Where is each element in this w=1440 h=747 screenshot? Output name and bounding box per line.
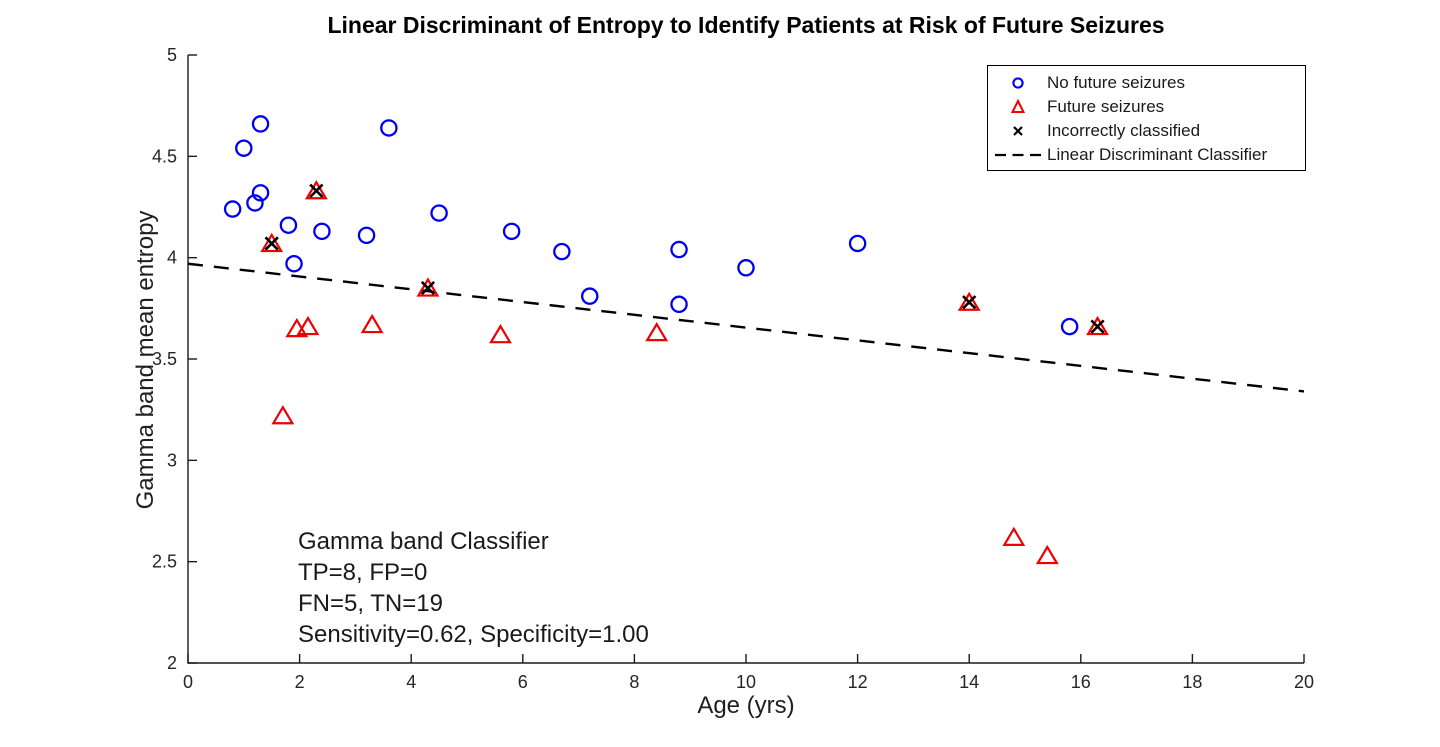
stat-line-classifier-name: Gamma band Classifier	[298, 528, 549, 555]
y-tick-label: 2	[167, 653, 177, 673]
legend-row-future-seizures: Future seizures	[994, 95, 1305, 119]
data-point-triangle	[489, 324, 512, 344]
x-tick-label: 8	[629, 672, 639, 692]
stat-line-sensitivity-specificity: Sensitivity=0.62, Specificity=1.00	[298, 621, 649, 648]
data-point-x	[420, 280, 436, 296]
data-point-triangle	[1086, 315, 1109, 336]
legend: No future seizures Future seizures Incor…	[987, 65, 1306, 171]
data-point-circle	[235, 139, 253, 157]
x-tick-label: 10	[736, 672, 756, 692]
data-point-circle	[285, 254, 303, 273]
data-point-circle	[246, 194, 264, 212]
data-point-circle	[251, 115, 270, 133]
data-point-circle	[502, 222, 521, 241]
data-point-triangle	[1035, 544, 1059, 565]
x-tick-label: 2	[295, 672, 305, 692]
series-incorrectly-classified	[264, 183, 1105, 334]
classifier-line	[187, 262, 1305, 393]
data-point-circle	[279, 216, 298, 234]
x-tick-label: 12	[848, 672, 868, 692]
y-tick-label: 4	[167, 248, 177, 268]
blue-circle-marker-icon	[994, 73, 1042, 93]
y-tick-label: 2.5	[152, 552, 177, 572]
data-point-circle	[357, 226, 376, 245]
data-point-circle	[848, 234, 867, 253]
stat-line-fn-tn: FN=5, TN=19	[298, 590, 443, 617]
legend-row-classifier-line: Linear Discriminant Classifier	[994, 143, 1305, 167]
data-point-triangle	[260, 232, 284, 253]
x-tick-label: 4	[406, 672, 416, 692]
legend-label: Incorrectly classified	[1047, 121, 1201, 140]
data-point-circle	[251, 184, 270, 202]
data-point-x	[309, 183, 324, 198]
y-tick-label: 5	[167, 45, 177, 65]
x-tick-label: 16	[1071, 672, 1091, 692]
data-point-circle	[670, 295, 688, 314]
data-point-circle	[430, 204, 448, 222]
data-point-circle	[670, 240, 688, 259]
data-point-triangle	[296, 315, 320, 336]
legend-label: Linear Discriminant Classifier	[1047, 145, 1268, 164]
chart-title: Linear Discriminant of Entropy to Identi…	[327, 12, 1165, 38]
series-no-future-seizures	[223, 115, 1079, 336]
data-point-triangle	[416, 277, 440, 297]
x-tick-label: 18	[1182, 672, 1202, 692]
stat-line-tp-fp: TP=8, FP=0	[298, 559, 428, 586]
dashed-line-icon	[994, 145, 1042, 165]
data-point-circle	[223, 200, 242, 218]
data-point-x	[962, 295, 977, 310]
data-point-circle	[737, 259, 755, 277]
y-tick-label: 3.5	[152, 349, 177, 369]
x-tick-label: 6	[518, 672, 528, 692]
data-point-circle	[313, 222, 331, 241]
black-x-marker-icon	[994, 121, 1042, 141]
red-triangle-marker-icon	[994, 97, 1042, 117]
data-point-circle	[553, 242, 571, 261]
data-point-triangle	[304, 180, 328, 200]
x-tick-label: 14	[959, 672, 979, 692]
data-point-triangle	[957, 291, 981, 311]
x-axis-label: Age (yrs)	[697, 692, 795, 719]
y-axis-ticks: 2 2.5 3 3.5 4 4.5 5	[152, 45, 197, 673]
x-axis-ticks: 0 2 4 6 8 10 12 14 16 18 20	[183, 654, 1314, 692]
data-point-triangle	[360, 313, 384, 334]
x-tick-label: 20	[1294, 672, 1314, 692]
data-point-triangle	[1002, 526, 1026, 546]
series-future-seizures	[260, 180, 1109, 565]
data-point-circle	[581, 287, 599, 305]
data-point-circle	[1060, 317, 1079, 336]
data-point-x	[1090, 319, 1105, 334]
y-tick-label: 3	[167, 450, 177, 470]
x-tick-label: 0	[183, 672, 193, 692]
data-point-triangle	[271, 405, 295, 425]
classifier-stats-annotation: Gamma band Classifier TP=8, FP=0 FN=5, T…	[298, 526, 649, 650]
data-point-circle	[380, 119, 398, 137]
legend-row-no-future-seizures: No future seizures	[994, 71, 1305, 95]
y-axis-label: Gamma band mean entropy	[132, 210, 159, 510]
data-point-triangle	[645, 321, 669, 342]
y-tick-label: 4.5	[152, 146, 177, 166]
legend-label: No future seizures	[1047, 73, 1185, 92]
legend-row-incorrectly-classified: Incorrectly classified	[994, 119, 1305, 143]
legend-label: Future seizures	[1047, 97, 1165, 116]
data-point-x	[264, 236, 279, 251]
